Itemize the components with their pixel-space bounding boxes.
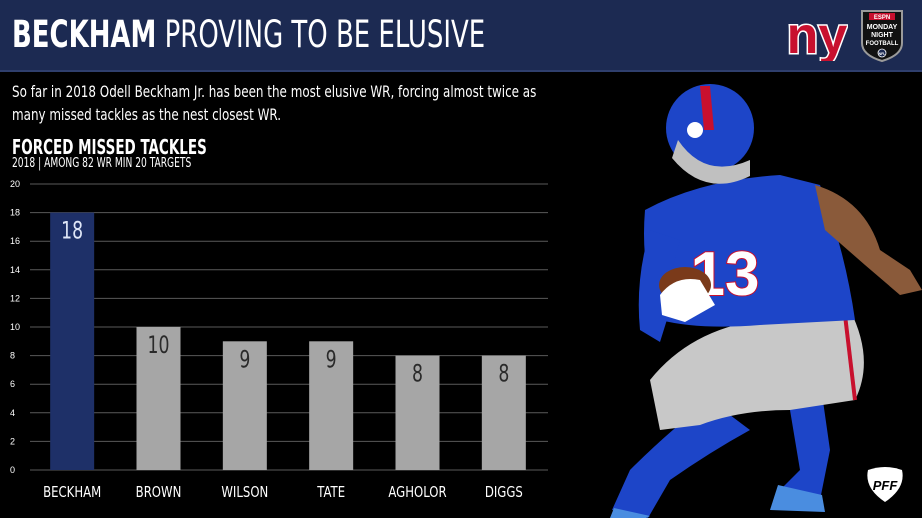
ny-giants-logo: ny (786, 9, 848, 61)
nfl-shield: NFL (879, 52, 887, 56)
x-tick-label-tate: TATE (316, 485, 345, 502)
x-axis-labels: BECKHAM BROWN WILSON TATE AGHOLOR DIGGS (43, 485, 523, 502)
bar-tate (309, 341, 354, 470)
chart-title: FORCED MISSED TACKLES (12, 135, 207, 159)
data-label-diggs: 8 (498, 360, 509, 388)
title-strong: BECKHAM (12, 13, 157, 56)
y-tick-label: 20 (10, 179, 20, 189)
data-label-agholor: 8 (412, 360, 423, 388)
y-tick-label: 14 (10, 265, 20, 275)
chart-bars (50, 212, 526, 470)
y-tick-label: 10 (10, 322, 20, 332)
x-tick-label-diggs: DIGGS (485, 485, 523, 502)
mnf-line-4: FOOTBALL (866, 41, 899, 47)
player-cleat (770, 485, 825, 512)
data-label-beckham: 18 (61, 217, 83, 245)
mnf-line-2: MONDAY (867, 24, 898, 31)
y-axis-ticks: 0 2 4 6 8 10 12 14 16 18 20 (10, 179, 20, 475)
title-light: PROVING TO BE ELUSIVE (164, 13, 486, 56)
mnf-line-3: NIGHT (871, 32, 894, 39)
chart-subtitle: 2018 | AMONG 82 WR MIN 20 TARGETS (12, 156, 192, 171)
x-tick-label-beckham: BECKHAM (43, 485, 101, 502)
espn-bar (869, 13, 895, 20)
page-title: BECKHAM PROVING TO BE ELUSIVE (12, 14, 485, 56)
x-tick-label-agholor: AGHOLOR (388, 485, 446, 502)
bar-beckham (50, 212, 95, 470)
data-label-brown: 10 (148, 331, 170, 359)
header-bar: BECKHAM PROVING TO BE ELUSIVE ny ESPN MO… (0, 0, 922, 72)
pff-logo: PFF (867, 467, 903, 502)
player-right-arm (815, 185, 922, 295)
y-tick-label: 12 (10, 293, 20, 303)
y-tick-label: 18 (10, 208, 20, 218)
pff-logo-text: PFF (873, 478, 899, 493)
player-right-leg (750, 380, 830, 500)
bar-agholor (395, 355, 440, 470)
monday-night-football-logo: ESPN MONDAY NIGHT FOOTBALL NFL (861, 10, 903, 63)
chart-data-labels: 18 10 9 9 8 8 (61, 217, 509, 388)
x-tick-label-brown: BROWN (136, 485, 182, 502)
y-tick-label: 0 (10, 465, 15, 475)
y-tick-label: 8 (10, 351, 15, 361)
chart-gridlines (30, 183, 548, 471)
bar-brown (136, 327, 181, 470)
y-tick-label: 4 (10, 408, 15, 418)
x-tick-label-wilson: WILSON (221, 485, 268, 502)
helmet-facemask (672, 140, 750, 184)
description-text: So far in 2018 Odell Beckham Jr. has bee… (12, 82, 537, 124)
bar-chart: 0 2 4 6 8 10 12 14 16 18 20 18 10 9 9 8 8 BECKHAM BROWN W… (10, 179, 548, 502)
data-label-wilson: 9 (239, 345, 250, 373)
bar-diggs (481, 355, 526, 470)
y-tick-label: 16 (10, 236, 20, 246)
player-left-leg (612, 400, 750, 518)
svg-text:ny: ny (787, 9, 848, 61)
bar-wilson (222, 341, 267, 470)
player-pants (650, 310, 864, 430)
mnf-line-1: ESPN (874, 15, 890, 21)
data-label-tate: 9 (326, 345, 337, 373)
y-tick-label: 6 (10, 379, 15, 389)
y-tick-label: 2 (10, 436, 15, 446)
player-glove (660, 279, 715, 322)
football-player-photo: 13 (610, 84, 922, 518)
